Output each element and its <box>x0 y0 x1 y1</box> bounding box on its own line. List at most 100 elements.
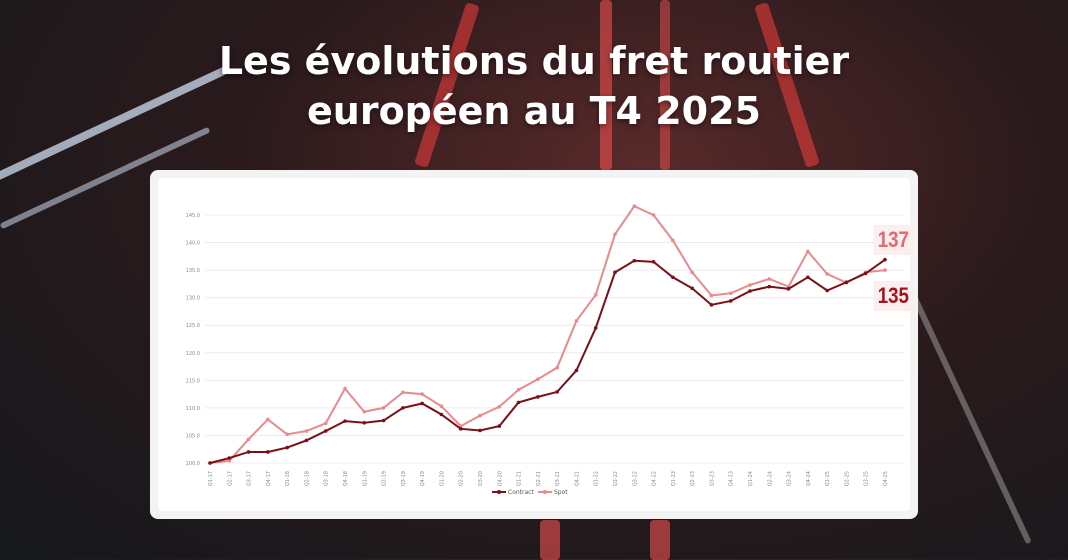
page-title: Les évolutions du fret routier européen … <box>0 36 1068 136</box>
light-streak <box>660 0 670 170</box>
y-tick-label: 140.0 <box>186 241 200 247</box>
x-tick-label: Q4-17 <box>266 471 272 486</box>
chart-card <box>150 170 918 519</box>
x-tick-label: Q1-18 <box>285 471 291 486</box>
data-point-spot <box>709 293 714 298</box>
data-point-contract <box>748 289 752 293</box>
data-point-contract <box>478 428 482 433</box>
y-tick-label: 120.0 <box>186 351 200 357</box>
data-point-spot <box>806 249 810 254</box>
data-point-contract <box>806 275 810 280</box>
data-point-contract <box>709 303 714 307</box>
data-point-contract <box>536 395 540 399</box>
x-tick-label: Q3-20 <box>478 471 484 486</box>
data-point-contract <box>246 450 251 454</box>
x-tick-label: Q2-19 <box>382 471 388 486</box>
data-point-spot <box>227 458 232 463</box>
data-point-spot <box>362 409 367 414</box>
data-point-contract <box>285 445 289 450</box>
data-point-spot <box>728 291 733 296</box>
y-tick-label: 105.0 <box>186 433 200 439</box>
x-tick-label: Q4-18 <box>343 471 349 486</box>
y-tick-label: 145.0 <box>186 213 200 219</box>
series-line-spot <box>209 204 886 464</box>
data-point-spot <box>555 365 559 370</box>
x-tick-label: Q4-23 <box>729 471 735 486</box>
data-point-contract <box>555 390 559 394</box>
x-tick-label: Q4-22 <box>652 471 658 486</box>
data-point-contract <box>401 406 405 410</box>
y-tick-label: 130.0 <box>186 296 200 302</box>
data-point-contract <box>497 424 502 428</box>
data-point-spot <box>883 268 887 272</box>
x-tick-label: Q2-20 <box>459 471 465 486</box>
title-line-1: Les évolutions du fret routier <box>218 39 850 83</box>
x-tick-label: Q2-25 <box>844 471 850 486</box>
data-point-contract <box>613 270 617 275</box>
data-point-spot <box>420 392 424 396</box>
data-point-contract <box>208 461 212 465</box>
data-point-spot <box>593 293 598 297</box>
x-tick-label: Q3-18 <box>324 471 330 486</box>
data-point-contract <box>516 400 521 405</box>
data-point-contract <box>343 419 347 423</box>
title-line-2: européen au T4 2025 <box>307 89 761 133</box>
data-point-spot <box>516 387 521 392</box>
x-tick-label: Q1-22 <box>594 471 600 486</box>
x-tick-label: Q4-24 <box>806 471 812 486</box>
data-point-contract <box>266 450 270 454</box>
data-point-contract <box>574 368 579 373</box>
y-tick-label: 100.0 <box>186 461 200 467</box>
data-point-contract <box>844 280 849 285</box>
x-tick-label: Q1-21 <box>517 471 523 486</box>
x-tick-label: Q4-19 <box>420 471 426 486</box>
legend-marker <box>543 490 547 494</box>
x-tick-label: Q2-23 <box>690 471 696 486</box>
data-point-spot <box>497 404 502 409</box>
x-tick-label: Q1-24 <box>748 471 754 486</box>
contract-value-badge: 135 <box>873 281 914 311</box>
spot-value-badge: 137 <box>873 225 914 255</box>
data-point-spot <box>285 432 289 437</box>
data-point-spot <box>439 404 444 409</box>
data-point-contract <box>863 271 868 276</box>
light-streak <box>540 520 560 560</box>
x-tick-label: Q1-23 <box>671 471 677 486</box>
data-point-spot <box>304 429 309 433</box>
data-point-spot <box>343 386 347 391</box>
data-point-contract <box>651 260 656 264</box>
data-point-spot <box>266 417 270 422</box>
light-streak <box>600 0 612 170</box>
x-tick-label: Q1-17 <box>208 471 214 486</box>
x-tick-label: Q2-21 <box>536 471 542 486</box>
legend-label: Spot <box>554 489 568 496</box>
data-point-spot <box>536 377 540 382</box>
data-point-spot <box>401 390 405 395</box>
data-point-contract <box>690 286 694 291</box>
x-tick-label: Q3-23 <box>709 471 715 486</box>
data-point-contract <box>632 258 637 263</box>
data-point-spot <box>478 413 482 418</box>
data-point-contract <box>458 427 463 431</box>
data-point-spot <box>613 232 617 237</box>
x-tick-label: Q3-25 <box>864 471 870 486</box>
data-point-spot <box>381 406 386 410</box>
y-tick-label: 135.0 <box>186 268 200 274</box>
y-tick-label: 110.0 <box>186 406 200 412</box>
data-point-contract <box>883 257 887 262</box>
data-point-contract <box>304 438 309 443</box>
y-tick-label: 125.0 <box>186 323 200 329</box>
data-point-contract <box>227 456 232 460</box>
data-point-contract <box>362 420 367 425</box>
x-tick-label: Q3-17 <box>247 471 253 486</box>
x-tick-label: Q2-22 <box>613 471 619 486</box>
data-point-contract <box>671 275 675 280</box>
legend-label: Contract <box>508 489 534 496</box>
data-point-spot <box>671 238 675 243</box>
x-tick-label: Q2-18 <box>304 471 310 486</box>
y-tick-label: 115.0 <box>186 378 200 384</box>
x-tick-label: Q1-19 <box>362 471 368 486</box>
x-tick-label: Q3-24 <box>787 471 793 486</box>
data-point-spot <box>825 272 829 276</box>
